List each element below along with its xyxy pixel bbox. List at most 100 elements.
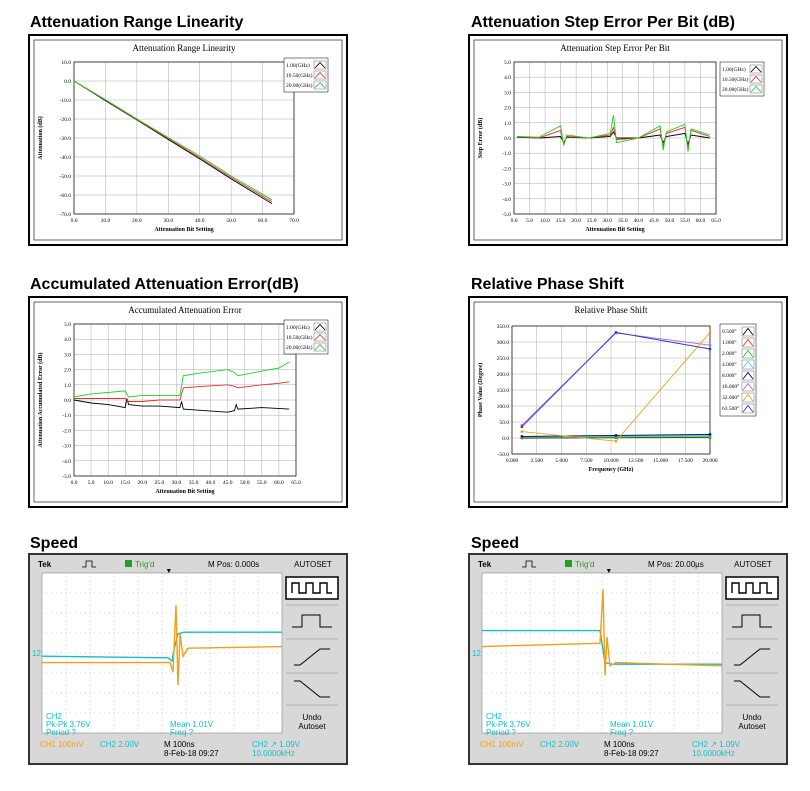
grid-dot (611, 632, 612, 634)
grid-dot (673, 588, 675, 590)
grid-dot (65, 680, 67, 682)
grid-dot (500, 612, 502, 614)
grid-dot (257, 724, 259, 726)
grid-dot (577, 724, 579, 726)
heading-speed-right: Speed (471, 535, 520, 552)
grid-dot (544, 692, 545, 694)
grid-dot (577, 596, 579, 598)
grid-dot (89, 584, 91, 586)
grid-dot (697, 616, 699, 618)
grid-dot (209, 712, 211, 714)
grid-dot (505, 632, 507, 634)
grid-dot (510, 692, 512, 694)
grid-dot (649, 604, 651, 606)
grid-dot (558, 632, 560, 634)
grid-dot (520, 632, 521, 634)
grid-dot (625, 676, 627, 678)
grid-dot (257, 700, 259, 702)
grid-dot (697, 632, 699, 634)
x-tick-label: 0.0 (71, 218, 78, 224)
grid-dot (697, 612, 699, 614)
y-tick-label: -10.0 (60, 98, 72, 104)
y-tick-label: -3.0 (62, 444, 71, 450)
grid-dot (553, 720, 555, 722)
grid-dot (649, 608, 651, 610)
grid-dot (209, 676, 211, 678)
readout-ch2: CH2 (486, 712, 503, 721)
grid-dot (649, 712, 651, 714)
grid-dot (137, 708, 139, 710)
readout-pkpk: Pk-Pk 3.76V (486, 720, 531, 729)
grid-dot (697, 636, 699, 638)
grid-dot (553, 652, 555, 654)
y-tick-label: -4.0 (502, 197, 511, 203)
grid-dot (272, 712, 273, 714)
x-tick-label: 5.0 (526, 218, 533, 224)
grid-dot (84, 612, 86, 614)
grid-dot (209, 612, 211, 614)
grid-dot (673, 596, 675, 598)
grid-dot (721, 712, 723, 714)
grid-dot (544, 712, 545, 714)
grid-dot (60, 612, 62, 614)
grid-dot (99, 692, 100, 694)
grid-dot (491, 592, 492, 594)
grid-dot (281, 592, 283, 594)
grid-dot (553, 604, 555, 606)
grid-dot (529, 684, 531, 686)
grid-dot (539, 592, 540, 594)
grid-dot (630, 692, 632, 694)
grid-dot (99, 672, 100, 674)
grid-dot (132, 632, 134, 634)
grid-dot (659, 652, 660, 654)
x-tick-label: 35.0 (189, 480, 199, 486)
grid-dot (553, 596, 555, 598)
grid-dot (716, 612, 718, 614)
grid-dot (678, 632, 680, 634)
grid-dot (233, 688, 235, 690)
grid-dot (243, 612, 245, 614)
grid-dot (84, 712, 86, 714)
grid-dot (620, 632, 622, 634)
grid-dot (257, 672, 259, 674)
grid-dot (683, 612, 684, 614)
grid-dot (606, 612, 608, 614)
grid-dot (89, 692, 91, 694)
x-tick-label: 25.0 (155, 480, 165, 486)
grid-dot (60, 592, 62, 594)
grid-dot (529, 716, 531, 718)
grid-dot (625, 716, 627, 718)
x-tick-label: 20.000 (702, 458, 717, 464)
grid-dot (65, 704, 67, 706)
grid-dot (65, 584, 67, 586)
grid-dot (137, 580, 139, 582)
grid-dot (553, 640, 555, 642)
grid-dot (209, 700, 211, 702)
x-axis-label: Attenuation Bit Setting (155, 489, 214, 495)
grid-dot (118, 632, 120, 634)
grid-dot (534, 692, 536, 694)
y-tick-label: -5.0 (502, 212, 511, 218)
grid-dot (592, 652, 593, 654)
x-tick-label: 20.0 (132, 218, 142, 224)
grid-dot (156, 692, 158, 694)
grid-dot (491, 612, 492, 614)
grid-dot (185, 636, 187, 638)
grid-dot (625, 720, 627, 722)
series-line (73, 80, 273, 201)
grid-dot (505, 716, 507, 718)
grid-dot (553, 588, 555, 590)
grid-dot (592, 672, 593, 674)
grid-dot (548, 692, 550, 694)
x-tick-label: 17.500 (678, 458, 693, 464)
grid-dot (572, 652, 574, 654)
grid-dot (649, 616, 651, 618)
grid-dot (161, 592, 163, 594)
grid-dot (644, 652, 646, 654)
legend-swatch (314, 81, 326, 89)
grid-dot (673, 668, 675, 670)
y-tick-label: 350.0 (497, 324, 510, 330)
grid-dot (233, 728, 235, 730)
series-line (73, 361, 290, 398)
grid-dot (99, 712, 100, 714)
